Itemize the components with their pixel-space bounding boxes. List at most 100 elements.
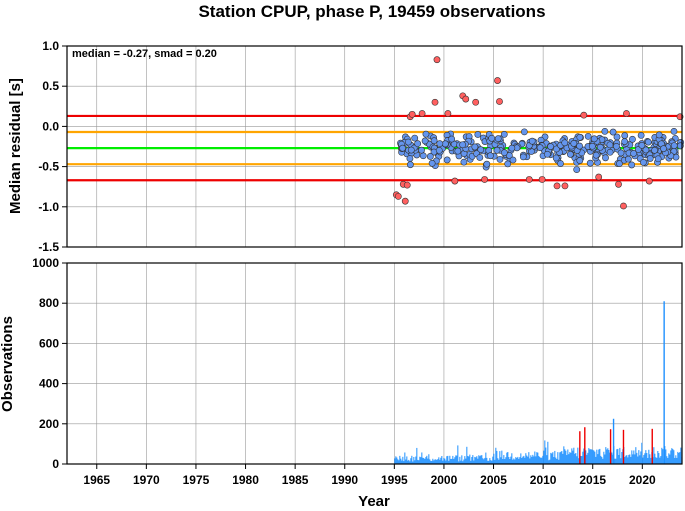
data-point bbox=[606, 141, 614, 149]
data-point bbox=[418, 146, 425, 154]
y-tick-label: 200 bbox=[39, 417, 59, 431]
x-tick-label: 1990 bbox=[331, 473, 358, 487]
outlier-point bbox=[433, 56, 441, 64]
data-point bbox=[576, 142, 583, 150]
x-tick-label: 1965 bbox=[83, 473, 110, 487]
data-point bbox=[454, 147, 462, 155]
x-tick-label: 2010 bbox=[530, 473, 557, 487]
x-tick-label: 1975 bbox=[183, 473, 210, 487]
y-tick-label: -1.0 bbox=[38, 200, 59, 214]
data-point bbox=[670, 128, 678, 135]
data-point bbox=[520, 128, 528, 136]
y-tick-label: -1.5 bbox=[38, 240, 59, 254]
data-point bbox=[399, 144, 406, 152]
data-point bbox=[557, 160, 564, 167]
data-point bbox=[414, 140, 422, 148]
data-point bbox=[500, 130, 508, 138]
y-tick-label: 0.5 bbox=[42, 79, 59, 93]
residual-panel: 1.0 0.5 0.0 -0.5 -1.0 -1.5 median = -0.27, sm… bbox=[7, 39, 685, 254]
data-point bbox=[504, 160, 512, 168]
data-point bbox=[646, 155, 654, 162]
outlier-point bbox=[615, 180, 622, 188]
data-point bbox=[508, 144, 516, 152]
outlier-point bbox=[408, 110, 416, 118]
data-point bbox=[644, 138, 652, 146]
x-tick-label: 1995 bbox=[381, 473, 408, 487]
data-point bbox=[448, 135, 456, 143]
observations-bars bbox=[394, 301, 683, 464]
data-point bbox=[586, 159, 594, 167]
data-point bbox=[576, 157, 584, 164]
outlier-point bbox=[418, 110, 426, 117]
x-tick-label: 1980 bbox=[232, 473, 259, 487]
data-point bbox=[576, 133, 584, 141]
outlier-point bbox=[451, 177, 459, 185]
y-tick-label: 1.0 bbox=[42, 39, 59, 53]
data-point bbox=[613, 143, 620, 150]
data-point bbox=[430, 137, 438, 145]
outlier-point bbox=[431, 98, 439, 106]
data-point bbox=[561, 139, 569, 147]
data-point bbox=[660, 145, 667, 153]
data-point bbox=[573, 166, 581, 174]
data-point bbox=[628, 161, 636, 169]
outlier-point bbox=[472, 98, 480, 106]
data-point bbox=[435, 147, 443, 154]
data-point bbox=[460, 158, 468, 166]
data-point bbox=[488, 134, 496, 142]
data-point bbox=[592, 151, 600, 159]
outlier-point bbox=[444, 110, 452, 117]
data-point bbox=[590, 135, 598, 143]
data-point bbox=[616, 160, 623, 168]
residual-y-ticks: 1.0 0.5 0.0 -0.5 -1.0 -1.5 bbox=[38, 39, 67, 254]
x-axis-label: Year bbox=[358, 493, 390, 510]
chart-title: Station CPUP, phase P, 19459 observation… bbox=[198, 2, 545, 21]
x-tick-label: 1970 bbox=[133, 473, 160, 487]
data-point bbox=[519, 153, 527, 161]
y-tick-label: 0 bbox=[52, 457, 59, 471]
data-point bbox=[584, 132, 592, 140]
observations-plot-area bbox=[67, 263, 682, 464]
data-point bbox=[630, 150, 637, 157]
data-point bbox=[509, 156, 517, 164]
data-point bbox=[655, 131, 663, 139]
data-point bbox=[406, 155, 414, 162]
data-point bbox=[601, 127, 609, 135]
data-point bbox=[588, 142, 596, 150]
outlier-point bbox=[496, 98, 503, 105]
outlier-point bbox=[645, 177, 653, 185]
data-point bbox=[528, 137, 536, 145]
data-point bbox=[606, 148, 614, 156]
outlier-point bbox=[538, 176, 546, 183]
outlier-point bbox=[462, 95, 470, 103]
outlier-point bbox=[561, 182, 569, 190]
y-tick-label: 0.0 bbox=[42, 119, 59, 133]
data-point bbox=[494, 135, 502, 143]
data-point bbox=[654, 155, 662, 163]
data-point bbox=[421, 137, 429, 145]
data-point bbox=[443, 156, 451, 164]
data-point bbox=[596, 143, 604, 151]
data-point bbox=[471, 143, 479, 151]
y-tick-label: 800 bbox=[39, 296, 59, 310]
observations-y-label: Observations bbox=[0, 316, 16, 412]
data-point bbox=[621, 138, 629, 145]
x-tick-label: 1985 bbox=[282, 473, 309, 487]
data-point bbox=[422, 130, 430, 138]
data-point bbox=[500, 149, 508, 157]
y-tick-label: 400 bbox=[39, 377, 59, 391]
outlier-point bbox=[553, 182, 561, 190]
data-point bbox=[459, 141, 467, 149]
x-tick-label: 2020 bbox=[629, 473, 656, 487]
data-point bbox=[617, 149, 625, 157]
data-point bbox=[404, 138, 412, 146]
residual-frame bbox=[66, 45, 683, 248]
data-point bbox=[411, 134, 419, 142]
data-point bbox=[483, 160, 491, 168]
data-point bbox=[487, 152, 494, 160]
outlier-point bbox=[401, 197, 409, 205]
x-tick-label: 2005 bbox=[480, 473, 507, 487]
data-point bbox=[406, 161, 414, 169]
data-point bbox=[651, 146, 658, 154]
